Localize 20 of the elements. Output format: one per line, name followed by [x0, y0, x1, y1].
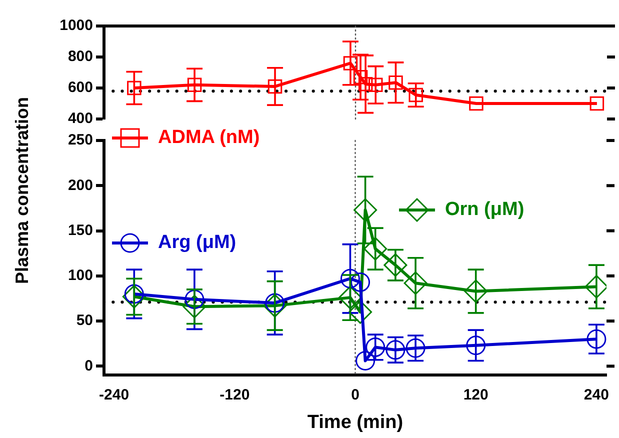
legend-label: ADMA (nM) [158, 127, 260, 149]
y-tick-label: 150 [68, 222, 93, 239]
y-tick-label: 600 [68, 79, 93, 96]
legend-label: Arg (μM) [158, 232, 236, 254]
y-tick-label: 0 [84, 357, 93, 374]
x-tick-label: 120 [463, 386, 488, 404]
x-tick-label: -240 [99, 386, 130, 404]
y-tick-label: 250 [68, 132, 93, 149]
y-axis-title: Plasma concentration [12, 96, 33, 284]
x-tick-label: 240 [584, 386, 609, 404]
y-tick-label: 800 [68, 48, 93, 66]
y-tick-label: 200 [68, 176, 93, 194]
x-tick-label: -120 [220, 386, 250, 404]
y-tick-label: 400 [68, 110, 93, 128]
x-tick-label: 0 [351, 386, 360, 404]
y-tick-label: 1000 [60, 17, 93, 34]
y-tick-label: 50 [76, 312, 93, 330]
legend-label: Orn (μM) [445, 199, 524, 221]
x-axis-title: Time (min) [307, 412, 404, 433]
y-tick-label: 100 [68, 267, 93, 284]
